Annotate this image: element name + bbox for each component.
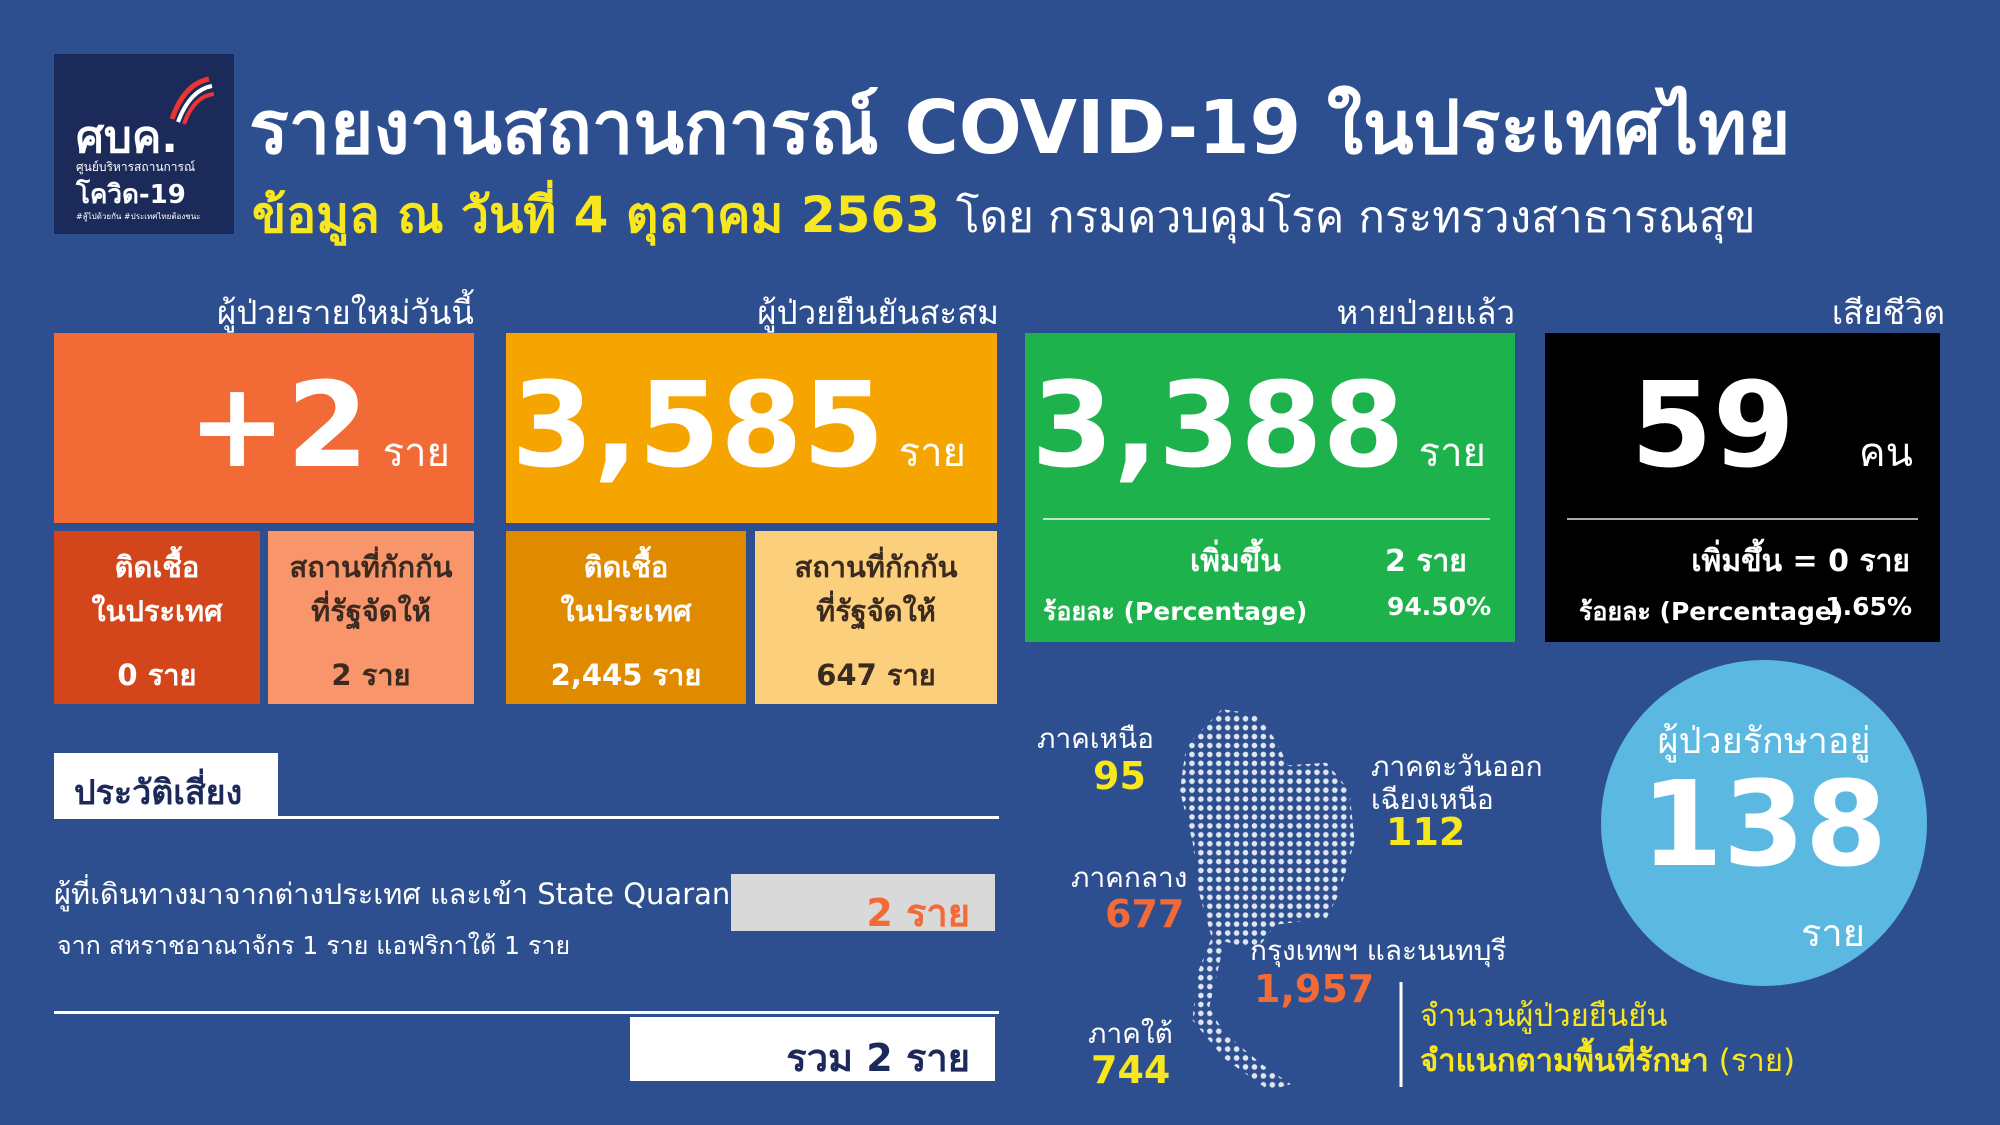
confirmed-label: ผู้ป่วยยืนยันสะสม	[757, 293, 999, 332]
region-value: 744	[1091, 1048, 1171, 1092]
region-name: ภาคใต้	[1088, 1017, 1173, 1050]
recovered-card: 3,388 ราย เพิ่มขึ้น 2 ราย ร้อยละ (Percent…	[1025, 333, 1515, 642]
label: ติดเชื้อ	[583, 550, 669, 584]
treating-circle: ผู้ป่วยรักษาอยู่ 138 ราย	[1601, 660, 1927, 986]
logo-flag	[169, 76, 214, 125]
unit: คน	[1858, 430, 1913, 476]
increase-value: 2 ราย	[1385, 544, 1467, 579]
confirmed-main: 3,585 ราย	[506, 355, 997, 497]
unit: ราย	[1418, 430, 1486, 476]
logo-name: โควิด-19	[76, 180, 186, 210]
percent-value: 94.50%	[1387, 592, 1492, 621]
risk-title: ประวัติเสี่ยง	[74, 773, 243, 813]
thailand-map	[1179, 709, 1355, 1091]
value: 0 ราย	[117, 658, 197, 692]
date: ข้อมูล ณ วันที่ 4 ตุลาคม 2563	[252, 186, 940, 244]
logo-title: ศบค.	[76, 112, 179, 163]
divider	[1043, 518, 1490, 520]
caption: จำแนกตามพื้นที่รักษา (ราย)	[1420, 1035, 1795, 1085]
label: สถานที่กักกัน	[794, 550, 958, 584]
label: ในประเทศ	[91, 594, 223, 628]
region-value: 95	[1093, 754, 1146, 798]
deaths-label: เสียชีวิต	[1831, 293, 1945, 332]
region-name: เฉียงเหนือ	[1371, 783, 1494, 816]
label: ที่รัฐจัดให้	[816, 594, 936, 628]
source: โดย กรมควบคุมโรค กระทรวงสาธารณสุข	[955, 192, 1756, 243]
unit: ราย	[898, 430, 966, 476]
percent-label: ร้อยละ (Percentage)	[1579, 597, 1844, 626]
risk-value-box: 2 ราย	[731, 874, 995, 935]
confirmed-card: 3,585 ราย	[506, 333, 997, 523]
confirmed-value: 3,585	[511, 356, 885, 494]
divider	[1567, 518, 1918, 520]
caption-text: จำแนกตามพื้นที่รักษา	[1420, 1043, 1709, 1079]
logo: ศบค. ศูนย์บริหารสถานการณ์ โควิด-19 #สู้ไ…	[54, 54, 234, 234]
region-name: ภาคตะวันออก	[1371, 750, 1543, 783]
breakdown-card: ติดเชื้อในประเทศ 2,445 ราย	[506, 531, 746, 704]
caption: จำนวนผู้ป่วยยืนยัน	[1420, 998, 1668, 1034]
breakdown-card: สถานที่กักกันที่รัฐจัดให้ 647 ราย	[755, 531, 997, 704]
total-box: รวม 2 ราย	[630, 1017, 995, 1081]
breakdown-card: สถานที่กักกันที่รัฐจัดให้ 2 ราย	[268, 531, 474, 704]
region-name: กรุงเทพฯ และนนทบุรี	[1250, 934, 1507, 967]
risk-detail: จาก สหราชอาณาจักร 1 ราย แอฟริกาใต้ 1 ราย	[57, 931, 571, 960]
region-value: 677	[1105, 892, 1185, 936]
region-name: ภาคเหนือ	[1037, 722, 1154, 755]
increase-value: เพิ่มขึ้น = 0 ราย	[1691, 544, 1910, 579]
label: ติดเชื้อ	[114, 550, 200, 584]
value: 2,445 ราย	[550, 658, 702, 692]
label: สถานที่กักกัน	[289, 550, 453, 584]
risk-title-box: ประวัติเสี่ยง	[54, 753, 278, 817]
caption-unit: (ราย)	[1718, 1043, 1796, 1079]
label: ในประเทศ	[560, 594, 692, 628]
percent-label: ร้อยละ (Percentage)	[1043, 597, 1308, 626]
treating-label: ผู้ป่วยรักษาอยู่	[1657, 721, 1871, 762]
treating-unit: ราย	[1800, 911, 1865, 955]
divider	[54, 1011, 999, 1014]
divider	[54, 816, 999, 819]
region-name: ภาคกลาง	[1071, 861, 1188, 894]
recovered-label: หายป่วยแล้ว	[1336, 293, 1515, 332]
percent-value: 1.65%	[1825, 592, 1912, 621]
region-value: 112	[1386, 810, 1466, 854]
risk-value: 2 ราย	[866, 891, 970, 935]
recovered-value: 3,388	[1031, 356, 1405, 494]
new-cases-card: +2 ราย	[54, 333, 474, 523]
total: รวม 2 ราย	[786, 1036, 970, 1080]
new-cases-value: +2	[187, 356, 369, 494]
logo-tagline: #สู้ไปด้วยกัน #ประเทศไทยต้องชนะ	[76, 212, 201, 221]
value: 2 ราย	[331, 658, 411, 692]
new-cases-label: ผู้ป่วยรายใหม่วันนี้	[216, 293, 474, 332]
risk-item: ผู้ที่เดินทางมาจากต่างประเทศ และเข้า Sta…	[54, 877, 786, 911]
new-cases-main: +2 ราย	[54, 355, 474, 497]
logo-subtitle: ศูนย์บริหารสถานการณ์	[76, 160, 196, 174]
region-value: 1,957	[1254, 967, 1375, 1011]
unit: ราย	[382, 430, 450, 476]
treating-value: 138	[1640, 755, 1888, 893]
title: รายงานสถานการณ์ COVID-19 ในประเทศไทย	[249, 85, 1791, 171]
recovered-main: 3,388 ราย	[1025, 355, 1515, 497]
deaths-value: 59	[1630, 356, 1795, 494]
deaths-card: 59 คน เพิ่มขึ้น = 0 ราย ร้อยละ (Percentag…	[1545, 333, 1940, 642]
subtitle: ข้อมูล ณ วันที่ 4 ตุลาคม 2563 โดย กรมควบ…	[252, 176, 1756, 255]
value: 647 ราย	[816, 658, 936, 692]
breakdown-card: ติดเชื้อในประเทศ 0 ราย	[54, 531, 260, 704]
deaths-main: 59 คน	[1545, 355, 1940, 497]
label: ที่รัฐจัดให้	[311, 594, 431, 628]
increase-label: เพิ่มขึ้น	[1190, 544, 1281, 579]
